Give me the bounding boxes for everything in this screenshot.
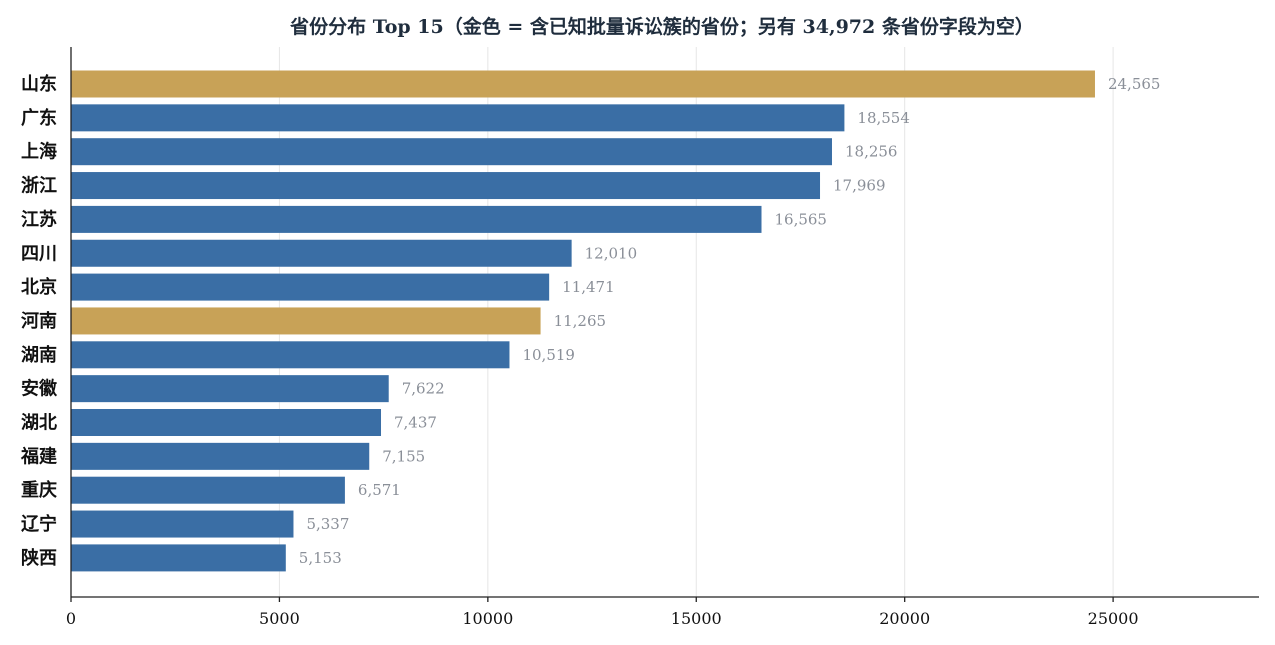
bar-8 xyxy=(71,307,541,335)
category-label: 广东 xyxy=(21,107,57,129)
x-tick-label: 0 xyxy=(66,609,76,628)
bar-11 xyxy=(71,409,382,436)
value-label: 18,256 xyxy=(845,143,898,161)
axes xyxy=(70,47,1259,602)
value-label: 11,471 xyxy=(562,278,615,296)
x-tick-label: 10000 xyxy=(462,609,513,628)
x-tick-label: 20000 xyxy=(879,609,930,628)
category-label: 山东 xyxy=(21,73,57,95)
bar-9 xyxy=(71,341,510,369)
value-label: 10,519 xyxy=(522,346,575,364)
x-tick-label: 25000 xyxy=(1088,609,1139,628)
bar-12 xyxy=(71,442,370,470)
value-label: 7,155 xyxy=(382,447,425,465)
value-label: 7,437 xyxy=(394,414,437,432)
category-label: 北京 xyxy=(21,276,57,298)
x-tick-label: 5000 xyxy=(259,609,300,628)
bar-7 xyxy=(71,273,550,301)
category-label: 上海 xyxy=(21,141,57,163)
value-label: 5,337 xyxy=(306,515,349,533)
x-tick-label: 15000 xyxy=(671,609,722,628)
category-label: 湖北 xyxy=(21,413,57,434)
bar-14 xyxy=(71,510,294,538)
bar-13 xyxy=(71,476,345,504)
category-label: 河南 xyxy=(21,310,57,332)
bar-2 xyxy=(71,104,845,132)
bar-6 xyxy=(71,239,572,267)
category-label: 重庆 xyxy=(21,479,57,501)
value-label: 16,565 xyxy=(774,210,827,228)
category-label: 四川 xyxy=(21,243,57,264)
category-label: 安徽 xyxy=(21,378,58,400)
bar-3 xyxy=(71,138,832,166)
category-label: 陕西 xyxy=(21,547,57,569)
labels: 0 5000 10000 15000 20000 25000 山东 24,565 广东 18,55… xyxy=(20,73,1160,628)
category-label: 辽宁 xyxy=(21,513,57,535)
value-label: 5,153 xyxy=(299,549,342,567)
bar-1 xyxy=(71,70,1095,98)
value-label: 24,565 xyxy=(1108,75,1161,93)
bar-5 xyxy=(71,205,762,233)
value-label: 12,010 xyxy=(585,244,638,262)
category-label: 浙江 xyxy=(21,175,57,197)
bars xyxy=(71,70,1095,572)
chart-title: 省份分布 Top 15（金色 = 含已知批量诉讼簇的省份；另有 34,972 条… xyxy=(289,15,1034,38)
category-label: 江苏 xyxy=(21,208,57,230)
value-label: 17,969 xyxy=(833,177,886,195)
bar-15 xyxy=(71,544,286,572)
category-label: 福建 xyxy=(20,445,57,467)
bar-4 xyxy=(71,172,821,200)
value-label: 18,554 xyxy=(857,109,910,127)
category-label: 湖南 xyxy=(21,344,57,366)
bar-10 xyxy=(71,375,389,403)
value-label: 7,622 xyxy=(402,380,445,398)
value-label: 6,571 xyxy=(358,481,401,499)
value-label: 11,265 xyxy=(554,312,607,330)
